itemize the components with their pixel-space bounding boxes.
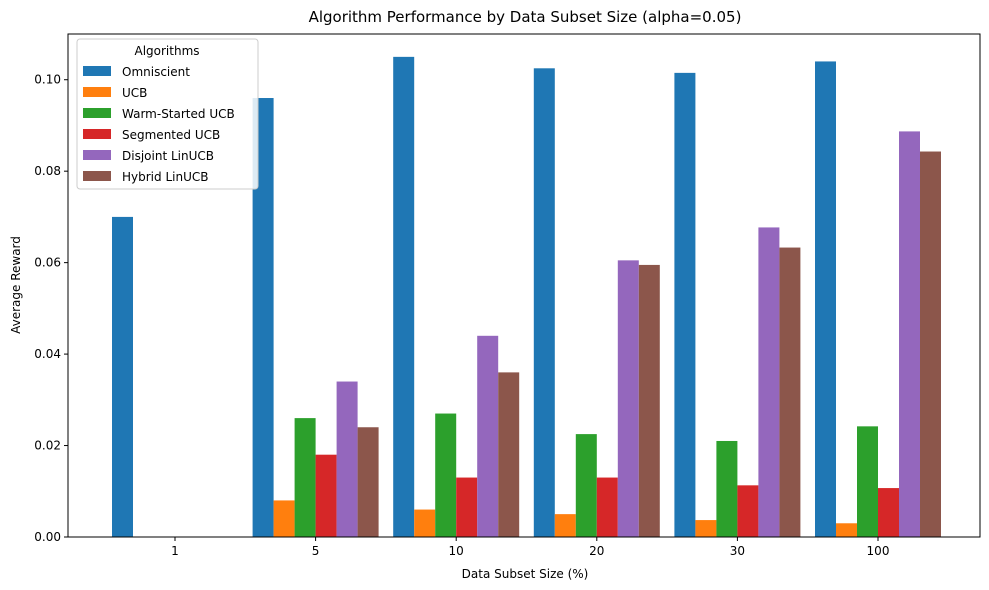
- bar-hybrid-linucb-5: [357, 427, 379, 537]
- bar-disjoint-linucb-100: [899, 131, 920, 537]
- y-tick-label: 0.10: [34, 73, 61, 87]
- bar-ucb-10: [414, 509, 436, 537]
- legend-swatch: [83, 66, 111, 76]
- legend-swatch: [83, 87, 111, 97]
- bar-hybrid-linucb-10: [498, 372, 520, 537]
- chart-title: Algorithm Performance by Data Subset Siz…: [309, 8, 742, 26]
- bar-ucb-20: [554, 514, 576, 537]
- bar-hybrid-linucb-20: [638, 264, 660, 537]
- bar-segmented-ucb-10: [456, 477, 478, 537]
- legend: Algorithms Omniscient UCB Warm-Started UCB…: [76, 38, 259, 190]
- bar-segmented-ucb-30: [737, 485, 759, 537]
- x-axis-label: Data Subset Size (%): [462, 567, 589, 581]
- legend-label: Omniscient: [122, 65, 190, 79]
- y-ticks-group: 0.00 0.02 0.04 0.06 0.08 0.10: [34, 73, 68, 544]
- bar-hybrid-linucb-100: [920, 151, 941, 537]
- bar-segmented-ucb-5: [315, 454, 337, 537]
- bar-ucb-5: [273, 500, 295, 537]
- bars-group: [112, 56, 941, 538]
- legend-items: Omniscient UCB Warm-Started UCB Segmented U…: [83, 65, 235, 184]
- bar-omniscient-100: [815, 61, 836, 537]
- y-tick-label: 0.08: [34, 164, 61, 178]
- bar-segmented-ucb-100: [878, 488, 899, 537]
- bar-disjoint-linucb-20: [617, 260, 639, 537]
- x-tick-label: 5: [312, 544, 320, 558]
- y-tick-label: 0.02: [34, 439, 61, 453]
- legend-label: UCB: [122, 86, 147, 100]
- x-tick-label: 30: [730, 544, 745, 558]
- legend-box: [76, 38, 259, 190]
- legend-title: Algorithms: [134, 44, 199, 58]
- x-tick-label: 100: [867, 544, 890, 558]
- plot-frame: [67, 33, 981, 538]
- bar-omniscient-10: [393, 56, 415, 538]
- bar-warm-started-ucb-20: [575, 434, 597, 537]
- bar-segmented-ucb-20: [596, 477, 618, 537]
- bar-disjoint-linucb-5: [336, 381, 358, 537]
- bar-omniscient-1: [112, 216, 133, 537]
- x-tick-label: 20: [589, 544, 604, 558]
- x-tick-label: 10: [449, 544, 464, 558]
- y-tick-label: 0.06: [34, 256, 61, 270]
- x-ticks-group: 1 5 10 20 30 100: [171, 537, 889, 558]
- y-axis-label: Average Reward: [9, 236, 23, 334]
- bar-hybrid-linucb-30: [779, 247, 801, 538]
- bar-warm-started-ucb-30: [716, 440, 738, 537]
- bar-disjoint-linucb-30: [758, 227, 780, 537]
- bar-omniscient-5: [252, 98, 274, 538]
- bar-warm-started-ucb-100: [857, 426, 878, 537]
- bar-warm-started-ucb-10: [435, 413, 457, 537]
- bar-ucb-30: [695, 520, 717, 537]
- legend-swatch: [83, 171, 111, 181]
- legend-label: Segmented UCB: [122, 128, 220, 142]
- y-tick-label: 0.04: [34, 347, 61, 361]
- legend-swatch: [83, 108, 111, 118]
- legend-label: Warm-Started UCB: [122, 107, 235, 121]
- bar-ucb-100: [836, 523, 857, 537]
- legend-label: Hybrid LinUCB: [122, 170, 208, 184]
- legend-swatch: [83, 129, 111, 139]
- y-tick-label: 0.00: [34, 530, 61, 544]
- bar-warm-started-ucb-5: [294, 418, 316, 537]
- legend-label: Disjoint LinUCB: [122, 149, 214, 163]
- legend-swatch: [83, 150, 111, 160]
- x-tick-label: 1: [171, 544, 179, 558]
- bar-omniscient-20: [533, 68, 555, 538]
- bar-disjoint-linucb-10: [477, 335, 499, 537]
- bar-omniscient-30: [674, 72, 696, 538]
